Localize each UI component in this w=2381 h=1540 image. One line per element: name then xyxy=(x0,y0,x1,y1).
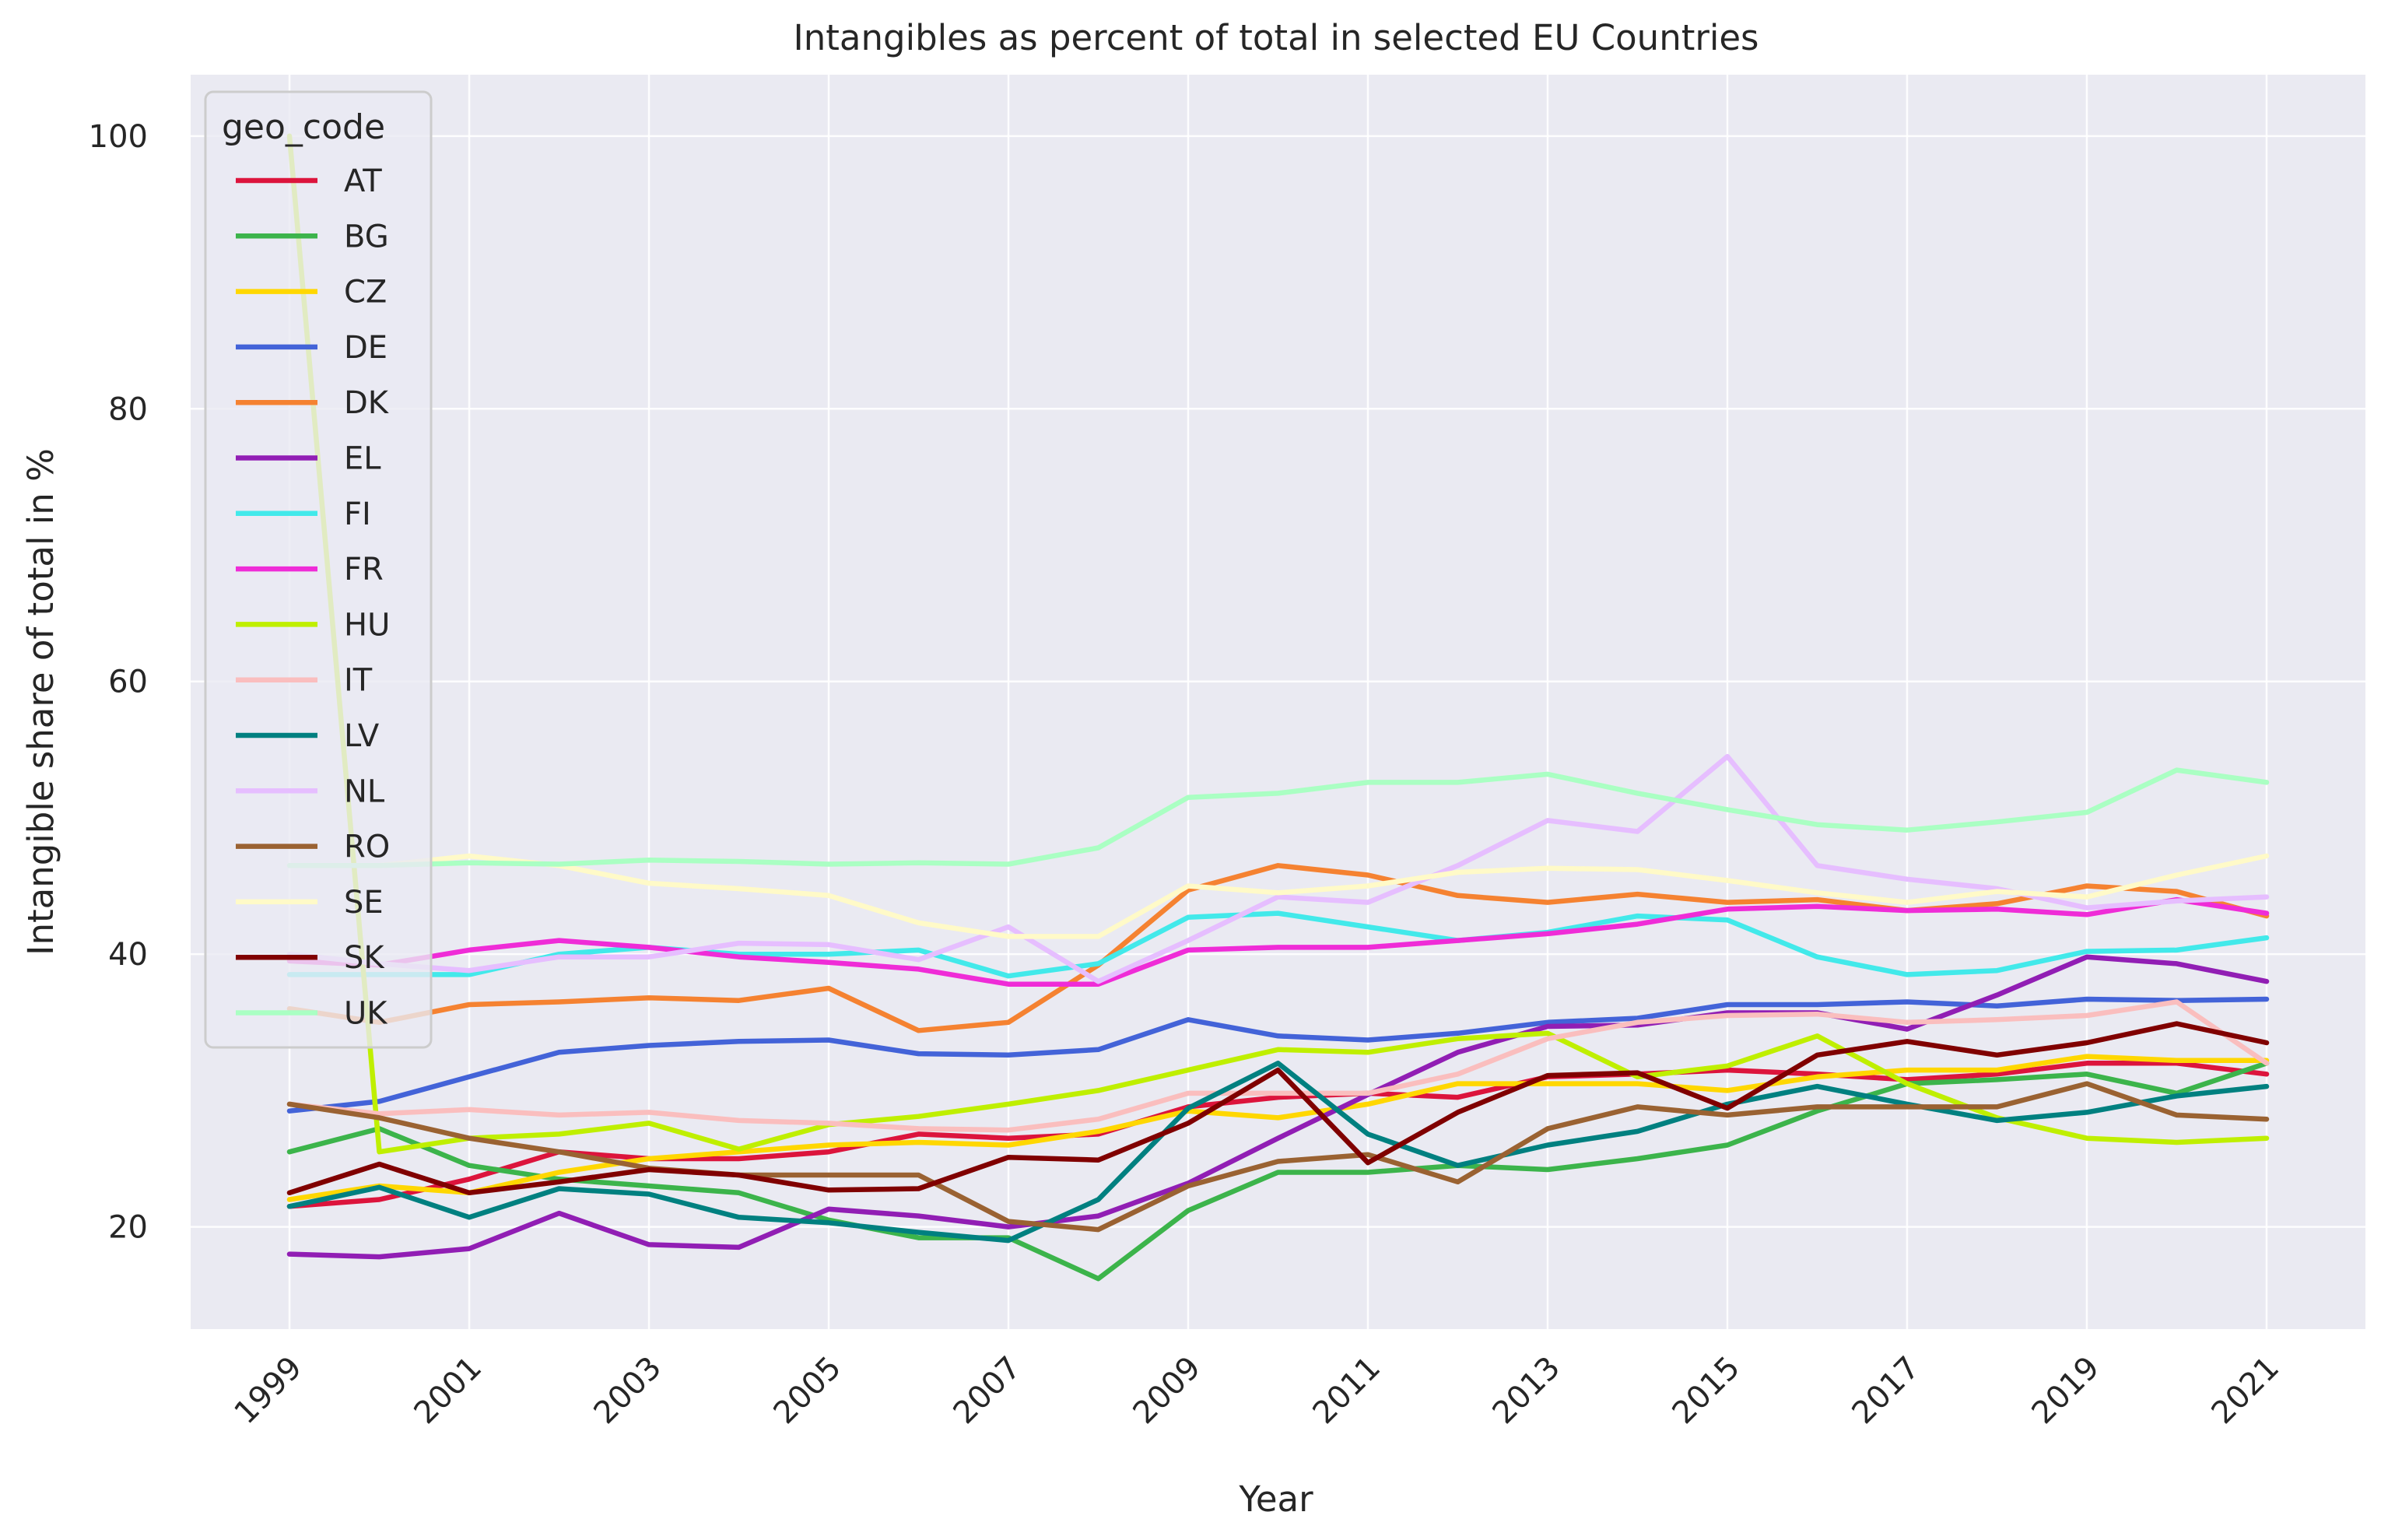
series-line-fi xyxy=(286,910,2270,979)
legend-label-bg: BG xyxy=(344,219,389,254)
series-line-fr xyxy=(286,896,2270,987)
series-line-lv xyxy=(286,1061,2270,1244)
legend-label-fr: FR xyxy=(344,552,384,588)
series-lines xyxy=(286,133,2270,1282)
series-line-at xyxy=(286,1061,2270,1209)
legend-label-it: IT xyxy=(344,663,373,699)
legend-label-lv: LV xyxy=(344,718,380,754)
series-line-se xyxy=(286,853,2270,939)
legend-label-hu: HU xyxy=(344,607,390,643)
legend-label-se: SE xyxy=(344,885,384,921)
y-tick-label: 40 xyxy=(108,937,148,973)
legend-title: geo_code xyxy=(222,107,385,147)
legend-box xyxy=(204,90,433,1049)
x-axis-title: Year xyxy=(1238,1479,1313,1520)
series-line-bg xyxy=(286,1061,2270,1282)
series-line-it xyxy=(286,999,2270,1133)
legend: geo_code AT BG CZ DE DK EL FI FR HU IT LV NL RO SE SK U… xyxy=(204,90,433,1049)
y-tick-label: 80 xyxy=(108,391,148,427)
legend-label-sk: SK xyxy=(344,940,385,976)
series-line-sk xyxy=(286,1021,2270,1196)
series-line-ro xyxy=(286,1081,2270,1233)
chart-title: Intangibles as percent of total in selec… xyxy=(794,17,1759,58)
legend-label-de: DE xyxy=(344,330,387,366)
y-axis-title: Intangible share of total in % xyxy=(20,448,61,956)
legend-label-at: AT xyxy=(344,163,382,199)
legend-label-ro: RO xyxy=(344,830,390,865)
legend-label-dk: DK xyxy=(344,385,390,421)
y-tick-label: 20 xyxy=(108,1210,148,1246)
y-tick-label: 100 xyxy=(89,119,148,155)
series-line-de xyxy=(286,996,2270,1114)
legend-label-el: EL xyxy=(344,441,381,477)
series-line-el xyxy=(286,954,2270,1260)
legend-label-nl: NL xyxy=(344,774,385,809)
legend-items: AT BG CZ DE DK EL FI FR HU IT LV NL RO SE SK UK xyxy=(236,163,390,1032)
legend-label-uk: UK xyxy=(344,996,388,1032)
series-line-uk xyxy=(286,767,2270,868)
y-tick-label: 60 xyxy=(108,665,148,700)
series-line-hu xyxy=(286,133,2270,1155)
series-line-nl xyxy=(286,753,2270,984)
legend-label-fi: FI xyxy=(344,496,371,532)
legend-label-cz: CZ xyxy=(344,275,387,310)
